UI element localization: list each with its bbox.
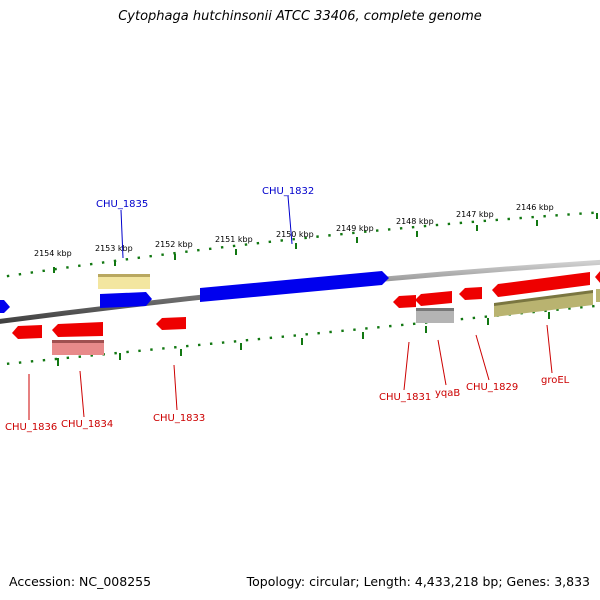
gene-label-chu-1836[interactable]: CHU_1836: [5, 422, 57, 433]
gene-groel-olive-edge: [494, 290, 593, 306]
callout-line-yqab: [437, 339, 447, 386]
forward-strand-genes: [0, 271, 389, 313]
reverse-callouts: [28, 324, 553, 420]
inner-scale-dots: [0, 304, 600, 366]
outer-scale: [0, 211, 600, 279]
tick-label: 2151 kbp: [215, 235, 253, 244]
tick-label: 2150 kbp: [276, 230, 314, 239]
tick-label: 2152 kbp: [155, 240, 193, 249]
gene-arrow-chu-1835[interactable]: [100, 292, 152, 308]
scale-labels: 2154 kbp 2153 kbp 2152 kbp 2151 kbp 2150…: [34, 203, 554, 258]
callout-line-chu-1835: [120, 209, 124, 259]
gene-arrow-chu-1829[interactable]: [459, 287, 482, 300]
callout-line-chu-1832: [287, 195, 293, 245]
gene-arrow-chu-1831[interactable]: [393, 295, 416, 308]
callout-line-chu-1834: [79, 370, 85, 418]
callout-line-chu-1831: [403, 341, 410, 391]
gene-yqab-gray[interactable]: [416, 309, 454, 323]
trna-feature[interactable]: [98, 275, 150, 289]
gene-chu-1834-pink[interactable]: [52, 341, 104, 355]
gene-arrow-chu-1836[interactable]: [12, 325, 42, 339]
reverse-strand-genes: [12, 270, 600, 355]
gene-arrow-chu-1832[interactable]: [200, 271, 389, 302]
gene-chu-1834-pink-edge: [52, 340, 104, 343]
tick-label: 2149 kbp: [336, 224, 374, 233]
tick-label: 2153 kbp: [95, 244, 133, 253]
gene-labels: CHU_1835 CHU_1832 CHU_1836 CHU_1834 CHU_…: [5, 186, 570, 433]
gene-label-chu-1834[interactable]: CHU_1834: [61, 419, 113, 430]
gene-label-chu-1829[interactable]: CHU_1829: [466, 382, 518, 393]
outer-major-ticks: [53, 213, 598, 273]
gene-label-groel[interactable]: groEL: [541, 375, 570, 386]
callout-line-chu-1829: [475, 334, 490, 381]
tick-label: 2148 kbp: [396, 217, 434, 226]
forward-callouts: [120, 195, 293, 259]
tick-label: 2146 kbp: [516, 203, 554, 212]
inner-scale: [0, 304, 600, 366]
trna-feature-edge: [98, 274, 150, 277]
callout-line-groel: [546, 324, 553, 374]
gene-arrow-chu-1833[interactable]: [156, 317, 186, 330]
gene-label-chu-1831[interactable]: CHU_1831: [379, 392, 431, 403]
tick-label: 2147 kbp: [456, 210, 494, 219]
gene-label-chu-1832[interactable]: CHU_1832: [262, 186, 314, 197]
gene-arrow-forward-edge[interactable]: [0, 300, 10, 313]
gene-arrow-chu-1834[interactable]: [52, 322, 103, 337]
gene-label-chu-1833[interactable]: CHU_1833: [153, 413, 205, 424]
map-title: Cytophaga hutchinsonii ATCC 33406, compl…: [118, 9, 482, 24]
topology-text: Topology: circular; Length: 4,433,218 bp…: [246, 574, 590, 589]
gene-olive-edge-right[interactable]: [596, 289, 600, 302]
gene-yqab-gray-edge: [416, 308, 454, 311]
gene-arrow-groel[interactable]: [492, 272, 590, 297]
gene-arrow-yqab[interactable]: [415, 291, 452, 306]
gene-arrow-reverse-edge[interactable]: [595, 270, 600, 284]
callout-line-chu-1833: [173, 364, 178, 411]
inner-major-ticks: [57, 312, 550, 366]
gene-label-yqab[interactable]: yqaB: [435, 388, 460, 399]
gene-label-chu-1835[interactable]: CHU_1835: [96, 199, 148, 210]
outer-scale-dots: [0, 211, 600, 279]
gene-groel-olive[interactable]: [494, 291, 593, 317]
tick-label: 2154 kbp: [34, 249, 72, 258]
accession-text: Accession: NC_008255: [9, 574, 152, 589]
